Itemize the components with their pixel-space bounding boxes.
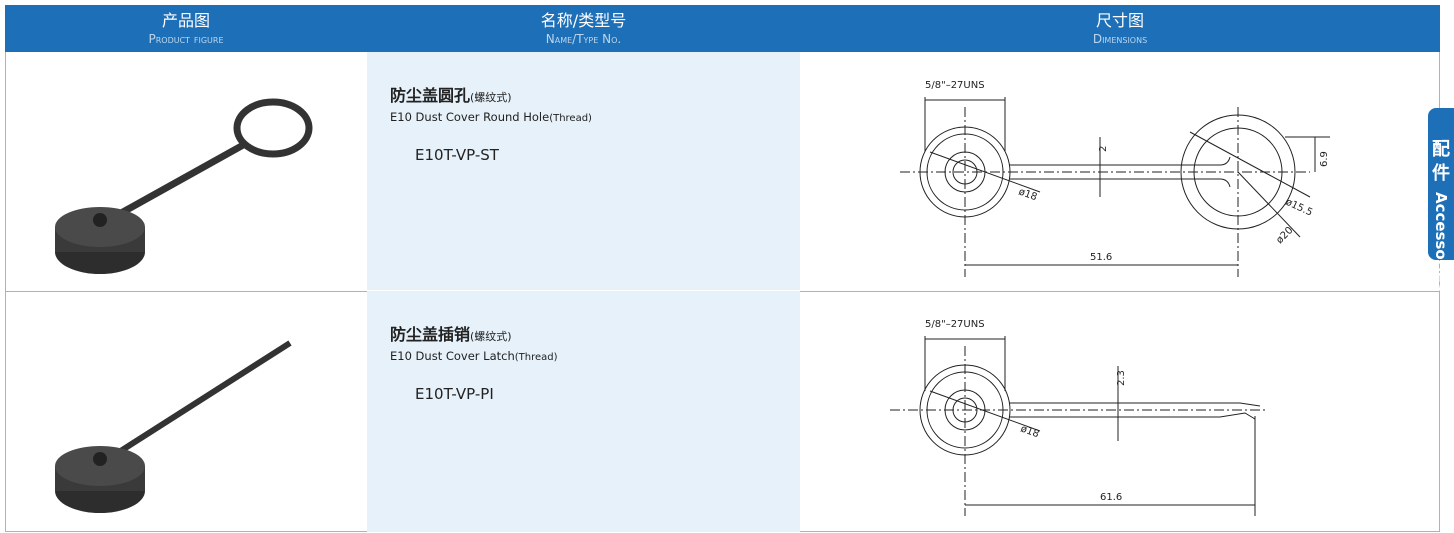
dimension-drawing: 5/8"–27UNS 2.3 ø18 61.6 (890, 319, 1265, 516)
product-image (55, 340, 292, 513)
dim-label: 5/8"–27UNS (925, 319, 985, 330)
model: E10T-VP-PI (415, 385, 494, 403)
tab-en: Accessories (1432, 192, 1450, 292)
drawing-shape (233, 98, 313, 158)
dim-label: ø18 (1019, 423, 1040, 440)
header-zh: 尺寸图 (1095, 11, 1144, 30)
drawing-shape (103, 140, 247, 226)
name-zh: 防尘盖圆孔 (390, 86, 471, 105)
header-cell: 名称/类型号 Name/Type No. (367, 5, 800, 52)
side-tab[interactable]: 配件 Accessories (1428, 108, 1454, 291)
name-en: E10 Dust Cover Latch (390, 349, 515, 363)
header-cell: 尺寸图 Dimensions (800, 5, 1440, 52)
name-en-note: (Thread) (514, 352, 558, 363)
drawing-shape (929, 151, 1041, 193)
header-en: Name/Type No. (545, 32, 622, 46)
name-zh: 防尘盖插销 (390, 325, 471, 344)
dim-label: 51.6 (1090, 252, 1112, 263)
product-image (55, 98, 313, 274)
drawing-shape (1189, 131, 1311, 198)
drawing-shape (93, 213, 107, 227)
dimension-drawing: 5/8"–27UNS 2 6.9 ø18 ø15.5 ø20 51.6 (900, 80, 1330, 277)
drawing-shape (929, 390, 1041, 432)
drawing-shape (93, 452, 107, 466)
header-zh: 名称/类型号 (540, 11, 627, 30)
name-cell: 防尘盖插销(螺纹式) E10 Dust Cover Latch(Thread) … (367, 291, 800, 532)
name-en-note: (Thread) (549, 113, 592, 124)
dim-label: 61.6 (1100, 492, 1122, 503)
name-zh-note: (螺纹式) (470, 330, 512, 343)
tab-zh: 配件 (1432, 139, 1450, 184)
header-zh: 产品图 (161, 11, 210, 30)
header-cell: 产品图 Product figure (5, 5, 367, 52)
header-en: Dimensions (1092, 32, 1148, 46)
name-zh-note: (螺纹式) (470, 91, 512, 104)
drawing-shape (103, 340, 292, 464)
dim-label: 5/8"–27UNS (925, 80, 985, 91)
dim-label: ø18 (1017, 186, 1038, 203)
name-cell: 防尘盖圆孔(螺纹式) E10 Dust Cover Round Hole(Thr… (367, 52, 800, 290)
dim-label: 2 (1098, 146, 1109, 152)
dim-label: 6.9 (1319, 151, 1330, 167)
dim-label: 2.3 (1116, 370, 1127, 386)
name-en: E10 Dust Cover Round Hole (390, 110, 550, 124)
drawing-shape (1009, 156, 1231, 188)
drawing-shape (1237, 171, 1301, 238)
header-en: Product figure (148, 32, 224, 46)
drawing-shape (1009, 402, 1261, 420)
model: E10T-VP-ST (415, 146, 499, 164)
dim-label: ø15.5 (1284, 197, 1314, 219)
